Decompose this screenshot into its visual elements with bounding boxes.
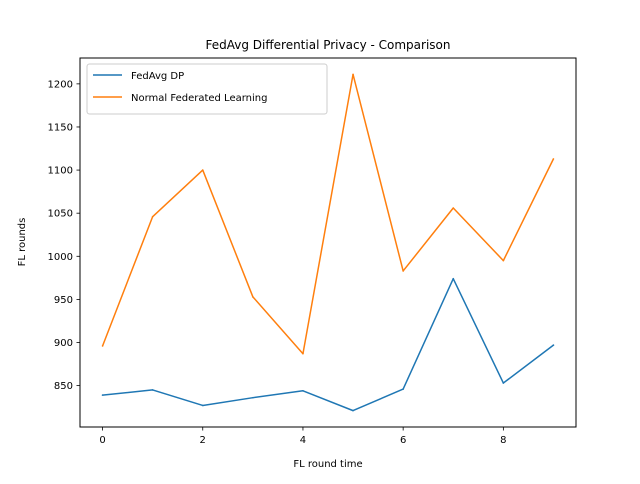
x-tick-label: 2 bbox=[200, 435, 206, 446]
series-1-point-3 bbox=[252, 296, 254, 298]
series-line-1 bbox=[101, 73, 555, 355]
series-1-point-8 bbox=[502, 259, 505, 262]
series-0-point-2 bbox=[201, 404, 204, 407]
x-tick-label: 0 bbox=[99, 435, 105, 446]
series-1-point-5 bbox=[352, 73, 354, 76]
chart-title: FedAvg Differential Privacy - Comparison bbox=[206, 38, 451, 52]
y-tick-label: 1050 bbox=[48, 209, 73, 220]
legend-label-0: FedAvg DP bbox=[131, 71, 184, 82]
series-0-point-1 bbox=[151, 389, 154, 391]
legend: FedAvg DP Normal Federated Learning bbox=[86, 63, 328, 115]
plot-frame bbox=[79, 57, 577, 428]
y-tick-label: 1000 bbox=[48, 252, 73, 263]
series-0-point-4 bbox=[302, 389, 304, 392]
y-tick-label: 1100 bbox=[48, 166, 73, 177]
y-axis-label: FL rounds bbox=[17, 218, 28, 267]
x-axis-ticks: 0 2 4 6 8 bbox=[99, 427, 507, 446]
series-1-point-6 bbox=[402, 270, 404, 272]
y-tick-label: 900 bbox=[54, 338, 73, 349]
series-0-point-0 bbox=[101, 394, 104, 396]
y-tick-label: 850 bbox=[54, 381, 73, 392]
y-tick-label: 950 bbox=[54, 295, 73, 306]
series-line-0 bbox=[102, 277, 554, 412]
y-tick-label: 1150 bbox=[48, 122, 73, 133]
series-1-point-4 bbox=[302, 352, 304, 355]
y-axis-ticks: 850 900 950 1000 1050 1100 1150 1200 bbox=[48, 79, 80, 392]
series-0-point-8 bbox=[502, 382, 505, 384]
x-tick-label: 8 bbox=[500, 435, 506, 446]
series-0-point-7 bbox=[452, 277, 455, 280]
series-0-point-6 bbox=[402, 388, 404, 390]
series-1-point-7 bbox=[452, 207, 455, 209]
x-axis-label: FL round time bbox=[293, 459, 362, 470]
legend-label-1: Normal Federated Learning bbox=[131, 93, 267, 104]
series-1-point-0 bbox=[101, 345, 104, 347]
series-0-point-3 bbox=[252, 396, 254, 399]
y-tick-label: 1200 bbox=[48, 79, 73, 90]
x-tick-label: 6 bbox=[400, 435, 406, 446]
series-layer bbox=[101, 73, 555, 412]
series-0-point-5 bbox=[352, 409, 354, 412]
series-1-point-9 bbox=[552, 158, 555, 160]
series-1-point-1 bbox=[151, 215, 154, 218]
x-tick-label: 4 bbox=[300, 435, 306, 446]
series-1-point-2 bbox=[201, 169, 204, 171]
series-0-point-9 bbox=[552, 344, 555, 346]
legend-box bbox=[86, 63, 328, 115]
